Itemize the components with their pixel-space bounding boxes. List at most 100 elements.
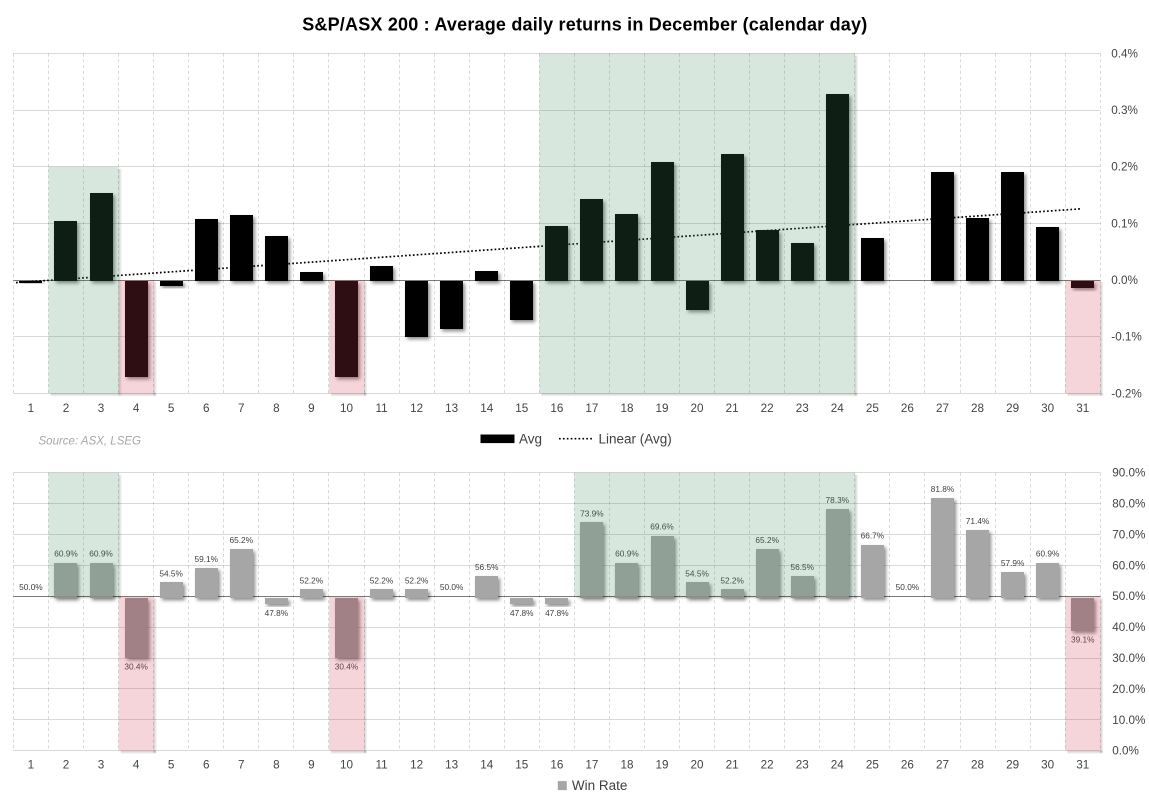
- svg-text:71.4%: 71.4%: [966, 516, 990, 526]
- svg-text:60.0%: 60.0%: [1112, 559, 1145, 572]
- svg-text:54.5%: 54.5%: [159, 568, 183, 578]
- svg-text:14: 14: [480, 402, 494, 415]
- svg-text:17: 17: [585, 759, 598, 772]
- svg-text:9: 9: [308, 402, 315, 415]
- svg-text:25: 25: [866, 402, 880, 415]
- svg-text:2: 2: [63, 402, 70, 415]
- svg-text:0.2%: 0.2%: [1111, 161, 1138, 174]
- svg-text:23: 23: [796, 759, 809, 772]
- svg-text:50.0%: 50.0%: [1112, 590, 1145, 603]
- svg-text:19: 19: [656, 759, 669, 772]
- svg-text:60.9%: 60.9%: [615, 549, 639, 559]
- svg-text:47.8%: 47.8%: [510, 608, 534, 618]
- svg-text:54.5%: 54.5%: [685, 568, 709, 578]
- svg-text:30: 30: [1041, 402, 1055, 415]
- svg-text:24: 24: [831, 759, 845, 772]
- svg-text:18: 18: [620, 759, 633, 772]
- svg-text:0.3%: 0.3%: [1111, 104, 1138, 117]
- svg-text:16: 16: [550, 402, 563, 415]
- svg-text:20.0%: 20.0%: [1112, 683, 1145, 696]
- svg-text:8: 8: [273, 759, 280, 772]
- svg-text:16: 16: [550, 759, 563, 772]
- svg-text:7: 7: [238, 402, 245, 415]
- svg-text:57.9%: 57.9%: [1001, 558, 1025, 568]
- svg-text:4: 4: [133, 402, 140, 415]
- svg-text:1: 1: [28, 759, 35, 772]
- svg-text:24: 24: [831, 402, 845, 415]
- svg-text:11: 11: [375, 402, 387, 415]
- svg-text:0.1%: 0.1%: [1111, 217, 1138, 230]
- svg-text:Source: ASX, LSEG: Source: ASX, LSEG: [39, 436, 142, 448]
- svg-text:28: 28: [971, 402, 984, 415]
- svg-text:9: 9: [308, 759, 315, 772]
- svg-text:66.7%: 66.7%: [861, 531, 885, 541]
- svg-text:27: 27: [936, 759, 949, 772]
- svg-text:3: 3: [98, 402, 105, 415]
- svg-text:59.1%: 59.1%: [194, 554, 218, 564]
- svg-text:21: 21: [726, 759, 739, 772]
- svg-text:20: 20: [691, 759, 705, 772]
- svg-text:52.2%: 52.2%: [720, 575, 744, 585]
- svg-text:10: 10: [340, 402, 354, 415]
- svg-text:29: 29: [1006, 402, 1019, 415]
- svg-text:50.0%: 50.0%: [896, 582, 920, 592]
- svg-text:40.0%: 40.0%: [1112, 621, 1145, 634]
- svg-text:31: 31: [1076, 759, 1089, 772]
- svg-text:30: 30: [1041, 759, 1055, 772]
- svg-text:47.8%: 47.8%: [545, 608, 569, 618]
- svg-text:2: 2: [63, 759, 70, 772]
- svg-text:30.4%: 30.4%: [335, 662, 359, 672]
- svg-text:17: 17: [585, 402, 598, 415]
- svg-text:6: 6: [203, 402, 210, 415]
- svg-text:56.5%: 56.5%: [475, 562, 499, 572]
- svg-text:10.0%: 10.0%: [1112, 714, 1145, 727]
- svg-text:60.9%: 60.9%: [54, 549, 78, 559]
- svg-text:Win Rate: Win Rate: [572, 778, 628, 793]
- svg-text:13: 13: [445, 402, 458, 415]
- svg-text:6: 6: [203, 759, 210, 772]
- svg-text:28: 28: [971, 759, 984, 772]
- svg-text:52.2%: 52.2%: [370, 575, 394, 585]
- svg-text:7: 7: [238, 759, 245, 772]
- svg-text:15: 15: [515, 402, 529, 415]
- svg-text:25: 25: [866, 759, 880, 772]
- svg-text:65.2%: 65.2%: [755, 535, 779, 545]
- svg-text:5: 5: [168, 759, 175, 772]
- svg-text:29: 29: [1006, 759, 1019, 772]
- svg-text:50.0%: 50.0%: [440, 582, 464, 592]
- svg-text:13: 13: [445, 759, 458, 772]
- svg-text:20: 20: [691, 402, 705, 415]
- svg-text:39.1%: 39.1%: [1071, 635, 1095, 645]
- svg-text:26: 26: [901, 759, 914, 772]
- svg-text:60.9%: 60.9%: [1036, 549, 1060, 559]
- svg-text:22: 22: [761, 759, 774, 772]
- svg-text:15: 15: [515, 759, 529, 772]
- svg-text:26: 26: [901, 402, 914, 415]
- svg-text:81.8%: 81.8%: [931, 484, 955, 494]
- svg-text:56.5%: 56.5%: [790, 562, 814, 572]
- svg-text:23: 23: [796, 402, 809, 415]
- svg-text:78.3%: 78.3%: [826, 495, 850, 505]
- svg-text:-0.1%: -0.1%: [1111, 331, 1142, 344]
- svg-text:52.2%: 52.2%: [300, 575, 324, 585]
- svg-text:12: 12: [410, 759, 423, 772]
- svg-text:Avg: Avg: [519, 432, 542, 447]
- svg-text:0.0%: 0.0%: [1111, 274, 1138, 287]
- svg-text:S&P/ASX 200 : Average daily re: S&P/ASX 200 : Average daily returns in D…: [302, 15, 867, 35]
- svg-text:-0.2%: -0.2%: [1111, 387, 1142, 400]
- svg-text:22: 22: [761, 402, 774, 415]
- svg-text:80.0%: 80.0%: [1112, 498, 1145, 511]
- svg-text:52.2%: 52.2%: [405, 575, 429, 585]
- svg-text:19: 19: [656, 402, 669, 415]
- svg-text:11: 11: [375, 759, 387, 772]
- svg-text:0.4%: 0.4%: [1111, 47, 1138, 60]
- svg-text:5: 5: [168, 402, 175, 415]
- svg-text:50.0%: 50.0%: [19, 582, 43, 592]
- svg-text:3: 3: [98, 759, 105, 772]
- svg-text:10: 10: [340, 759, 354, 772]
- svg-text:27: 27: [936, 402, 949, 415]
- svg-text:4: 4: [133, 759, 140, 772]
- svg-text:73.9%: 73.9%: [580, 508, 604, 518]
- svg-text:8: 8: [273, 402, 280, 415]
- svg-text:90.0%: 90.0%: [1112, 467, 1145, 480]
